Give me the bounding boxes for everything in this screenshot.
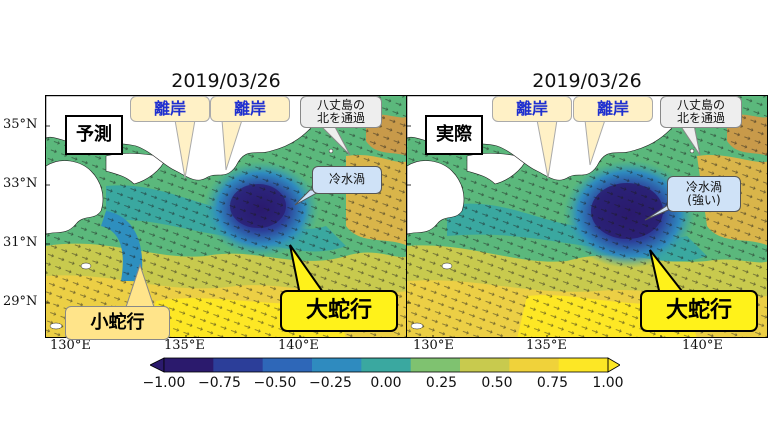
right-hachijo-callout: 八丈島の 北を通過 bbox=[660, 96, 742, 128]
colorbar-tick-label: −0.50 bbox=[253, 375, 297, 391]
colorbar-segment bbox=[262, 358, 313, 372]
colorbar-segment bbox=[312, 358, 362, 372]
right-offshore-callout-2: 離岸 bbox=[573, 96, 653, 122]
colorbar-segment bbox=[460, 358, 510, 372]
colorbar-segment bbox=[361, 358, 412, 372]
left-hachijo-callout: 八丈島の 北を通過 bbox=[300, 96, 382, 128]
colorbar bbox=[150, 357, 620, 373]
right-lon-tick-130: 130°E bbox=[413, 338, 454, 353]
right-panel-label: 実際 bbox=[425, 115, 483, 155]
lat-tick-29: 29°N bbox=[3, 294, 38, 309]
right-lon-tick-135: 135°E bbox=[526, 338, 567, 353]
colorbar-tick-label: −1.00 bbox=[142, 375, 186, 391]
lat-tick-33: 33°N bbox=[3, 176, 38, 191]
left-lon-tick-140: 140°E bbox=[278, 338, 319, 353]
right-offshore-callout-1: 離岸 bbox=[492, 96, 572, 122]
colorbar-segment bbox=[164, 358, 214, 372]
lat-tick-31: 31°N bbox=[3, 235, 38, 250]
colorbar-tick-label: 0.25 bbox=[425, 375, 458, 391]
right-map-date: 2019/03/26 bbox=[532, 70, 642, 92]
left-offshore-callout-1: 離岸 bbox=[130, 96, 210, 122]
left-lon-tick-135: 135°E bbox=[164, 338, 205, 353]
colorbar-tick-label: 0.50 bbox=[481, 375, 513, 391]
colorbar-tick-label: −0.75 bbox=[198, 375, 241, 391]
colorbar-tick-label: −0.25 bbox=[309, 375, 352, 391]
left-map-date: 2019/03/26 bbox=[171, 70, 281, 92]
colorbar-tick-label: 0.00 bbox=[370, 375, 402, 391]
right-lon-tick-140: 140°E bbox=[682, 338, 723, 353]
left-cold-eddy-callout: 冷水渦 bbox=[312, 166, 382, 194]
colorbar-segment bbox=[509, 358, 560, 372]
left-small-meander-callout: 小蛇行 bbox=[65, 306, 170, 340]
colorbar-segment bbox=[410, 358, 461, 372]
colorbar-segment bbox=[558, 358, 609, 372]
right-large-meander-callout: 大蛇行 bbox=[640, 290, 758, 332]
colorbar-max-extension bbox=[607, 357, 620, 373]
left-offshore-callout-2: 離岸 bbox=[210, 96, 290, 122]
left-lon-tick-130: 130°E bbox=[50, 338, 91, 353]
colorbar-segment bbox=[213, 358, 264, 372]
colorbar-min-extension bbox=[150, 357, 165, 373]
left-panel-label: 予測 bbox=[65, 115, 123, 155]
right-cold-eddy-callout: 冷水渦 (強い) bbox=[667, 176, 741, 212]
colorbar-tick-label: 1.00 bbox=[592, 375, 624, 391]
colorbar-tick-label: 0.75 bbox=[536, 375, 569, 391]
lat-tick-35: 35°N bbox=[3, 117, 38, 132]
left-large-meander-callout: 大蛇行 bbox=[280, 290, 398, 332]
